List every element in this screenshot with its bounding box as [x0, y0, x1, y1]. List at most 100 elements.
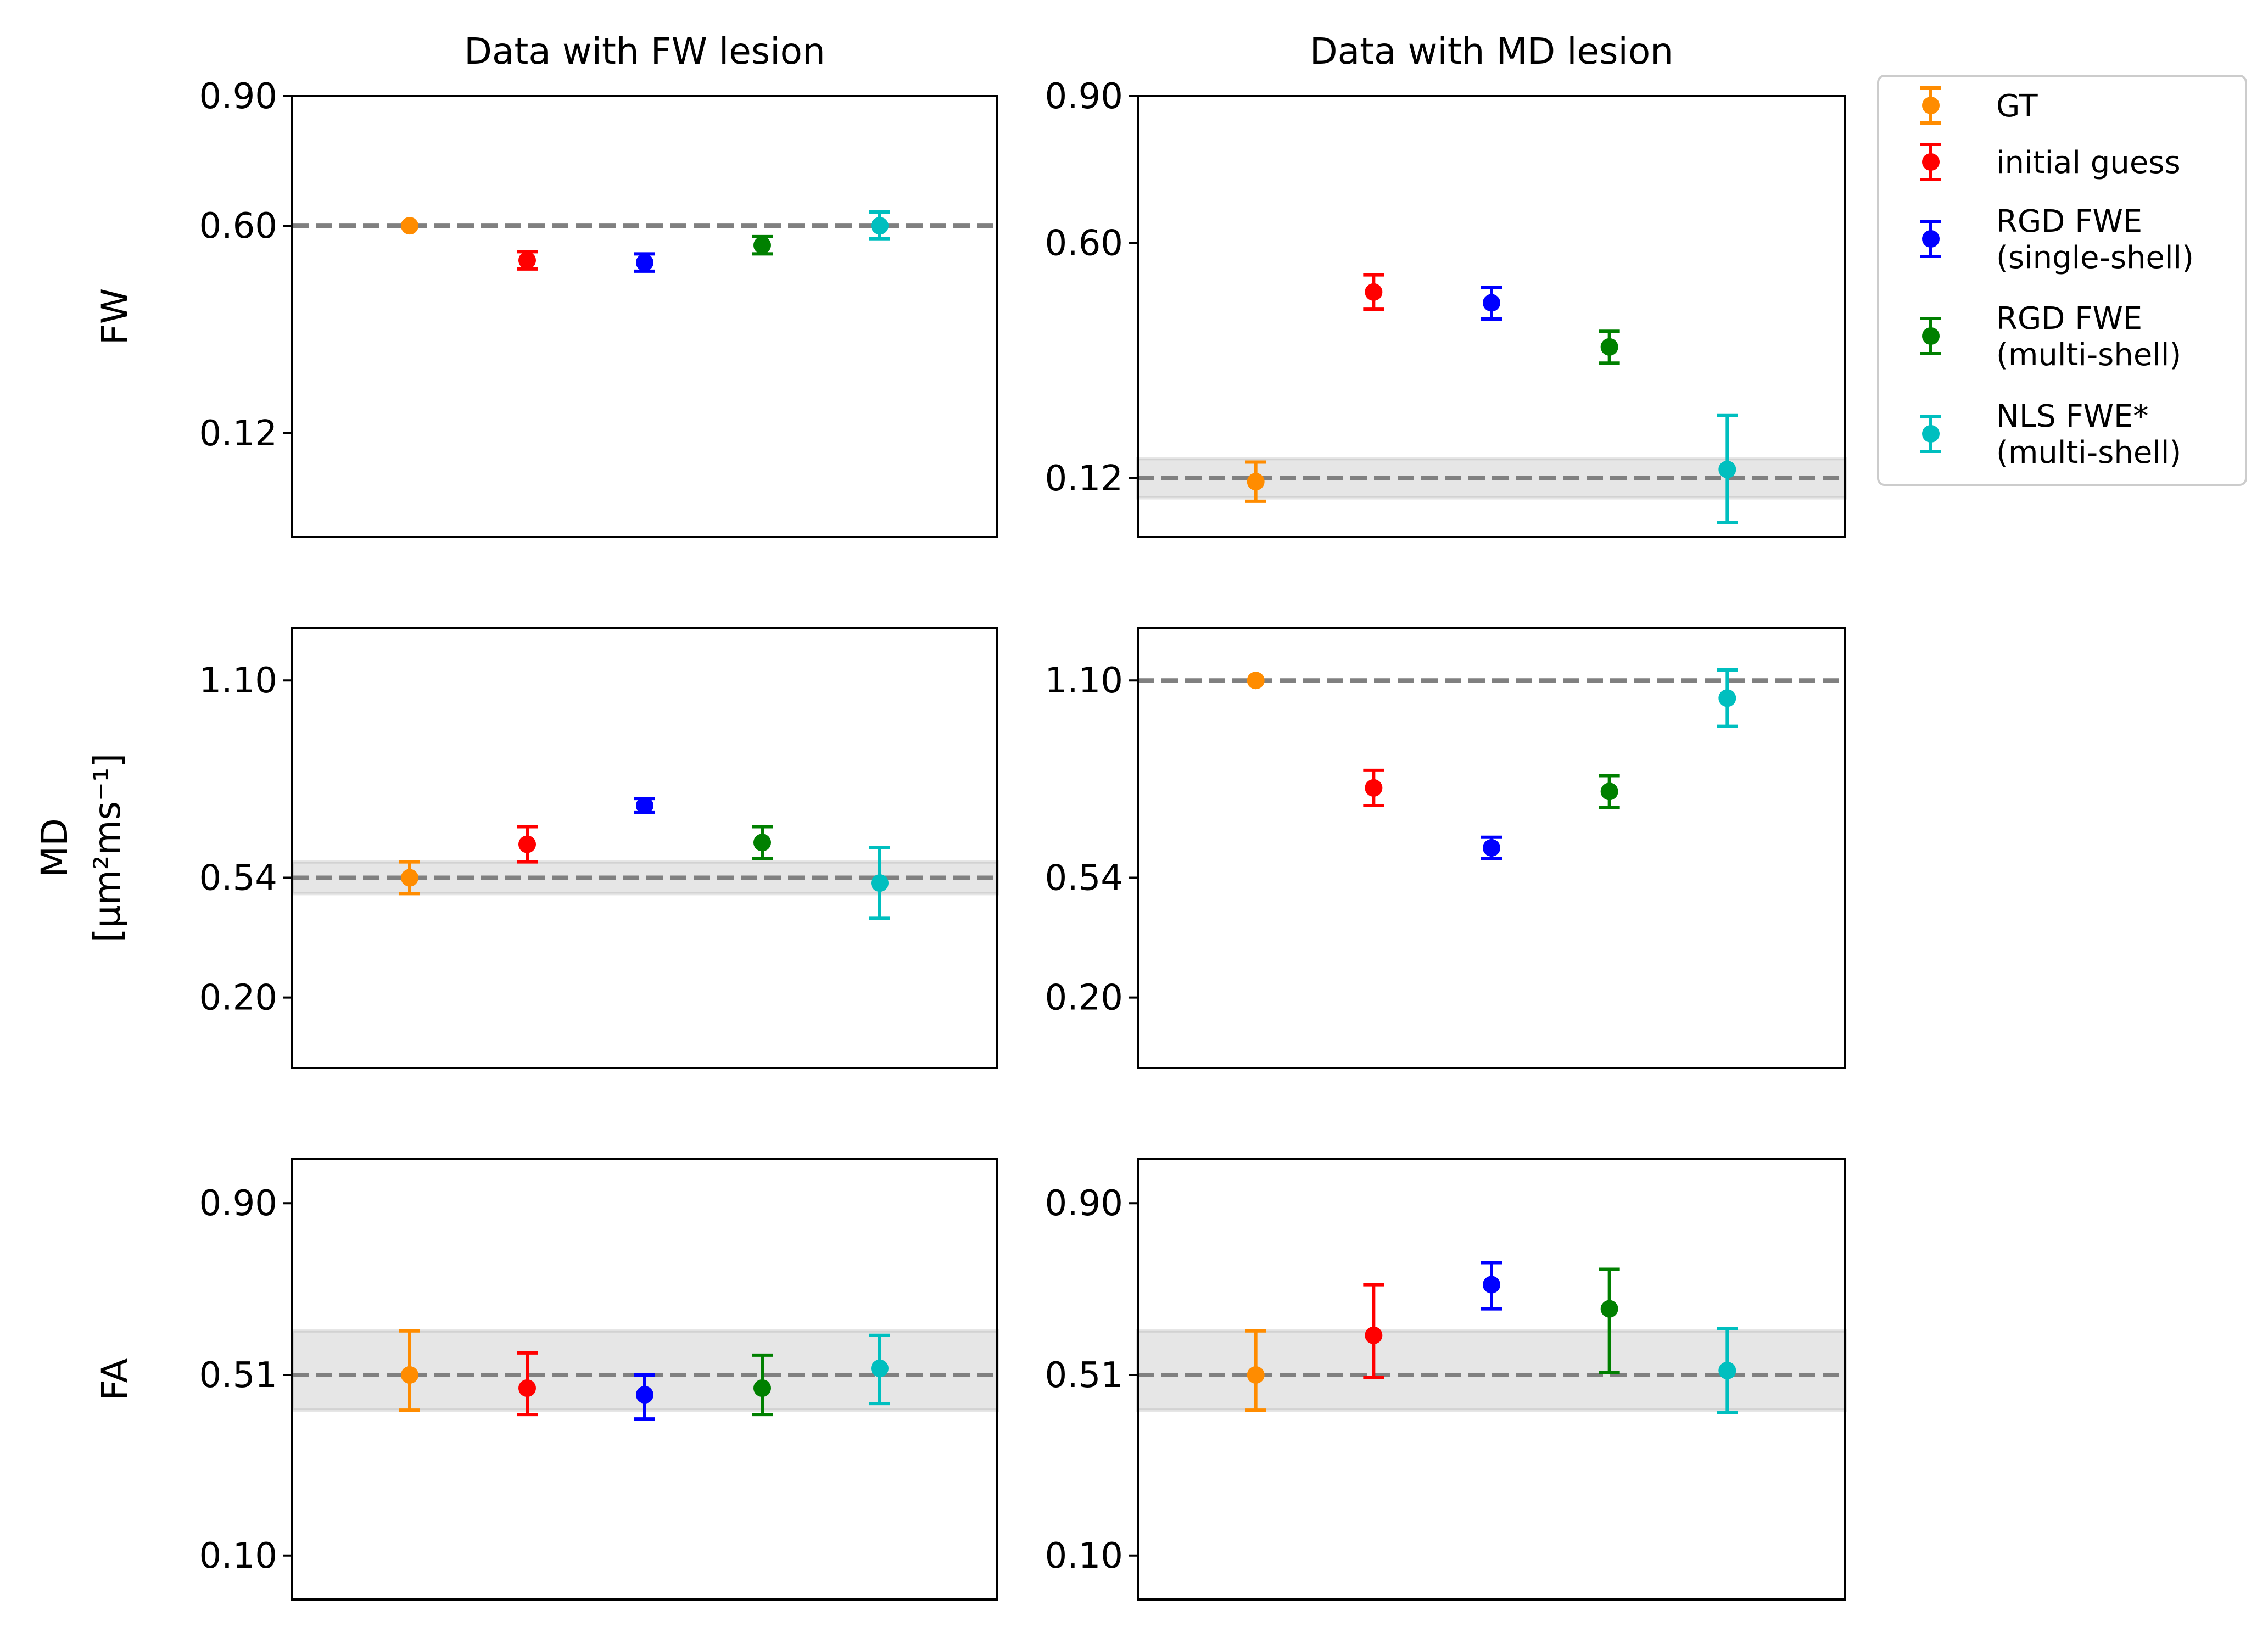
legend-entry-2: RGD FWE(single-shell): [1920, 204, 2194, 276]
data-marker: [518, 251, 536, 270]
data-point-1: [517, 1351, 538, 1417]
axes-frame: [291, 627, 998, 1069]
y-tick-label: 0.20: [199, 978, 278, 1019]
data-point-1: [1363, 768, 1384, 808]
y-tick-label: 0.60: [1045, 223, 1124, 264]
chart-panel-4: 0.90 0.51 0.10 FA: [94, 1158, 999, 1601]
data-point-2: [634, 252, 655, 273]
data-marker: [636, 254, 653, 272]
data-point-1: [517, 825, 538, 864]
data-marker: [1247, 672, 1265, 690]
legend-marker: [1922, 327, 1940, 345]
data-marker: [753, 236, 771, 254]
axes-frame: [1137, 95, 1846, 538]
data-marker: [1365, 779, 1383, 797]
chart-panel-0: 0.90 0.60 0.12 Data with FW lesion FW: [94, 30, 998, 538]
data-point-3: [1599, 329, 1620, 365]
data-point-1: [1363, 273, 1384, 311]
axes-frame: [1137, 1158, 1846, 1601]
legend-box: [1877, 75, 2247, 486]
data-marker: [1600, 338, 1618, 356]
legend-entry-3: RGD FWE(multi-shell): [1920, 301, 2181, 373]
data-marker: [1600, 1300, 1618, 1318]
data-marker: [1247, 473, 1265, 491]
data-marker: [1483, 294, 1500, 312]
column-title: Data with FW lesion: [464, 30, 825, 72]
legend-label: RGD FWE: [1996, 301, 2142, 337]
y-tick-label: 0.90: [199, 1183, 278, 1224]
data-marker: [401, 217, 418, 235]
data-marker: [1600, 782, 1618, 801]
data-marker: [1365, 283, 1383, 301]
legend-label: NLS FWE*: [1996, 399, 2148, 434]
data-marker: [1718, 460, 1736, 478]
y-tick-label: 0.60: [199, 206, 278, 247]
legend-label: initial guess: [1996, 145, 2181, 181]
data-point-3: [752, 1353, 773, 1417]
y-axis-label: MD: [33, 818, 76, 877]
data-marker: [518, 835, 536, 853]
legend-entry-0: GT: [1920, 86, 2038, 125]
chart-panel-2: 1.10 0.54 0.20 MD [μm²ms⁻¹]: [33, 627, 999, 1069]
legend-label: (multi-shell): [1996, 337, 2181, 373]
data-point-2: [1481, 1261, 1502, 1311]
y-tick-label: 0.20: [1045, 978, 1124, 1019]
data-marker: [1483, 1276, 1500, 1294]
column-title: Data with MD lesion: [1310, 30, 1673, 72]
data-point-1: [517, 250, 538, 271]
data-marker: [1718, 1361, 1736, 1379]
y-tick-label: 1.10: [199, 661, 278, 701]
data-marker: [1718, 689, 1736, 707]
y-tick-label: 0.54: [1045, 858, 1124, 899]
legend-label: (single-shell): [1996, 240, 2194, 276]
data-point-3: [752, 234, 773, 256]
data-point-4: [1717, 1327, 1738, 1414]
data-point-4: [869, 210, 890, 241]
panels: 0.90 0.60 0.12 Data with FW lesion FW 0.90 0.6…: [33, 30, 1847, 1601]
data-point-0: [1247, 672, 1265, 690]
y-tick-label: 0.90: [1045, 76, 1124, 117]
data-marker: [753, 834, 771, 852]
chart-panel-5: 0.90 0.51 0.10: [1045, 1158, 1847, 1601]
y-tick-label: 1.10: [1045, 661, 1124, 701]
data-point-2: [1481, 835, 1502, 860]
data-marker: [1247, 1366, 1265, 1384]
data-point-3: [752, 825, 773, 860]
axes-frame: [291, 1158, 998, 1601]
data-point-4: [869, 1333, 890, 1406]
y-tick-label: 0.10: [199, 1536, 278, 1576]
legend-entry-1: initial guess: [1920, 143, 2181, 181]
data-point-0: [1245, 1329, 1266, 1412]
y-tick-label: 0.10: [1045, 1536, 1124, 1576]
y-tick-label: 0.12: [199, 413, 278, 454]
data-point-1: [1363, 1283, 1384, 1379]
legend-label: (multi-shell): [1996, 435, 2181, 471]
y-tick-label: 0.51: [1045, 1355, 1124, 1396]
data-point-2: [634, 1373, 655, 1421]
data-marker: [871, 217, 889, 235]
data-marker: [871, 1359, 889, 1377]
data-marker: [871, 874, 889, 892]
chart-panel-3: 1.10 0.54 0.20: [1045, 627, 1846, 1069]
y-tick-label: 0.90: [199, 76, 278, 117]
data-marker: [636, 797, 653, 815]
data-marker: [401, 1366, 418, 1384]
chart-panel-1: 0.90 0.60 0.12 Data with MD lesion: [1045, 30, 1847, 538]
data-point-0: [1245, 460, 1266, 503]
axes-frame: [291, 95, 998, 538]
data-point-3: [1599, 774, 1620, 809]
data-marker: [636, 1386, 653, 1404]
legend-label: RGD FWE: [1996, 204, 2142, 239]
data-point-0: [399, 1329, 420, 1412]
legend-label: GT: [1996, 88, 2038, 124]
y-tick-label: 0.90: [1045, 1183, 1124, 1224]
data-point-4: [869, 846, 890, 920]
data-marker: [518, 1379, 536, 1397]
y-tick-label: 0.12: [1045, 459, 1124, 499]
y-axis-label: FA: [94, 1358, 136, 1400]
axes-frame: [1137, 627, 1846, 1069]
legend-marker: [1922, 230, 1940, 248]
y-tick-label: 0.54: [199, 858, 278, 899]
